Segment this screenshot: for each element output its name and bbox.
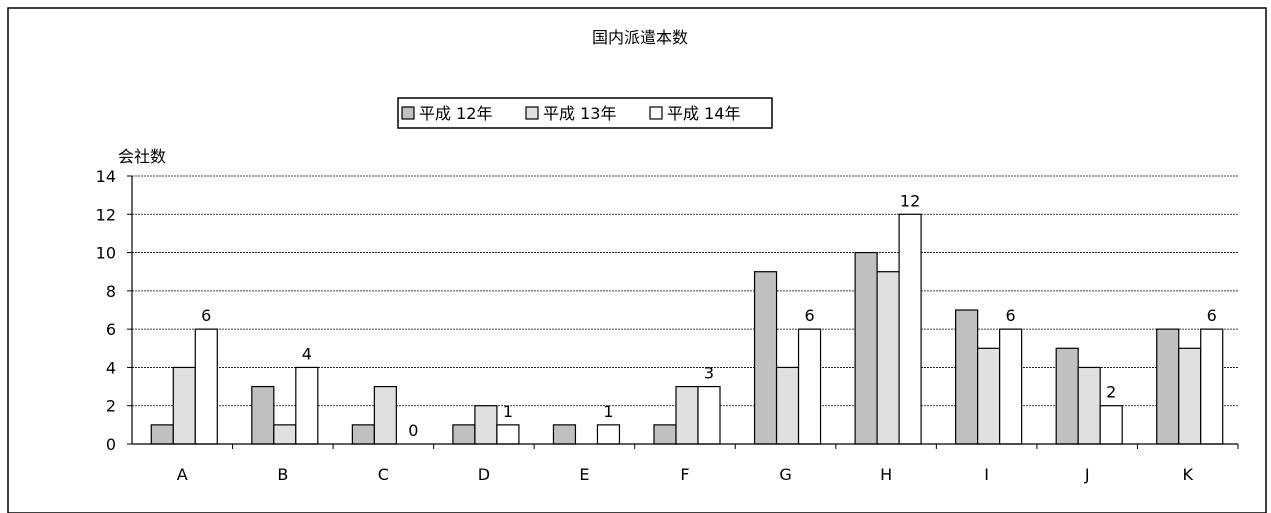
axes xyxy=(127,175,1239,449)
x-tick-label: A xyxy=(177,465,188,484)
bars xyxy=(150,213,1224,445)
x-tick-label: K xyxy=(1182,465,1193,484)
data-label: 6 xyxy=(804,306,814,325)
bar-H-series-1 xyxy=(854,251,878,445)
data-label: 6 xyxy=(1207,306,1217,325)
y-tick-label: 10 xyxy=(96,244,116,263)
data-label: 1 xyxy=(503,402,513,421)
bar-B-series-3 xyxy=(295,366,319,445)
bar-B-series-1 xyxy=(251,385,275,445)
bar-F-series-1 xyxy=(653,424,677,445)
bar-I-series-2 xyxy=(977,347,1001,445)
bar-B-series-2 xyxy=(273,424,297,445)
legend-swatch xyxy=(401,106,415,120)
data-label: 2 xyxy=(1106,383,1116,402)
x-tick-label: I xyxy=(984,465,989,484)
x-tick-label: F xyxy=(680,465,689,484)
x-tick-label: J xyxy=(1084,465,1090,484)
bar-A-series-3 xyxy=(194,328,218,445)
legend-box xyxy=(397,97,773,129)
data-label: 4 xyxy=(302,344,312,363)
x-tick-label: E xyxy=(579,465,589,484)
x-tick-label: D xyxy=(478,465,490,484)
data-label: 6 xyxy=(201,306,211,325)
bar-C-series-2 xyxy=(373,385,397,445)
y-tick-label: 6 xyxy=(106,320,116,339)
y-tick-label: 14 xyxy=(96,167,116,186)
data-label: 3 xyxy=(704,364,714,383)
bar-D-series-2 xyxy=(474,405,498,445)
bar-H-series-2 xyxy=(876,271,900,445)
bar-F-series-3 xyxy=(697,385,721,445)
bar-A-series-1 xyxy=(150,424,174,445)
y-tick-label: 2 xyxy=(106,397,116,416)
x-tick-label: B xyxy=(277,465,288,484)
bar-I-series-1 xyxy=(955,309,979,445)
legend-label: 平成 14年 xyxy=(667,104,740,123)
y-tick-label: 12 xyxy=(96,205,116,224)
x-tick-label: G xyxy=(779,465,791,484)
bar-D-series-1 xyxy=(452,424,476,445)
bar-J-series-2 xyxy=(1077,366,1101,445)
bar-E-series-1 xyxy=(552,424,577,445)
legend-label: 平成 12年 xyxy=(419,104,492,123)
tick-labels: 0 2 4 6 8 10 12 14 6 A 4 B 0 C 1 D 1 E 3 F 6 G 12 H 6 I 2 J 6 K xyxy=(96,167,1217,484)
y-tick-label: 4 xyxy=(106,358,116,377)
bar-K-series-2 xyxy=(1178,347,1202,445)
legend: 平成 12年 平成 13年 平成 14年 xyxy=(397,97,773,129)
data-label: 0 xyxy=(408,421,418,440)
bar-D-series-3 xyxy=(496,424,520,445)
bar-J-series-3 xyxy=(1099,405,1123,445)
bar-G-series-1 xyxy=(753,271,778,445)
bar-C-series-1 xyxy=(351,424,375,445)
bar-I-series-3 xyxy=(999,328,1023,445)
y-tick-label: 0 xyxy=(106,435,116,454)
legend-swatch xyxy=(525,106,539,120)
chart-title: 国内派遣本数 xyxy=(592,28,688,47)
bar-K-series-3 xyxy=(1200,328,1224,445)
bar-G-series-2 xyxy=(775,366,800,445)
bar-E-series-3 xyxy=(596,424,621,445)
y-tick-label: 8 xyxy=(106,282,116,301)
bar-J-series-1 xyxy=(1055,347,1079,445)
x-tick-label: C xyxy=(378,465,389,484)
y-axis-label: 会社数 xyxy=(118,147,166,166)
bar-F-series-2 xyxy=(675,385,699,445)
bar-G-series-3 xyxy=(797,328,822,445)
data-label: 1 xyxy=(603,402,613,421)
bar-H-series-3 xyxy=(898,213,922,445)
legend-swatch xyxy=(649,106,663,120)
bar-K-series-1 xyxy=(1156,328,1180,445)
legend-label: 平成 13年 xyxy=(543,104,616,123)
x-tick-label: H xyxy=(880,465,892,484)
data-label: 12 xyxy=(900,191,920,210)
bar-A-series-2 xyxy=(172,366,196,445)
data-label: 6 xyxy=(1006,306,1016,325)
